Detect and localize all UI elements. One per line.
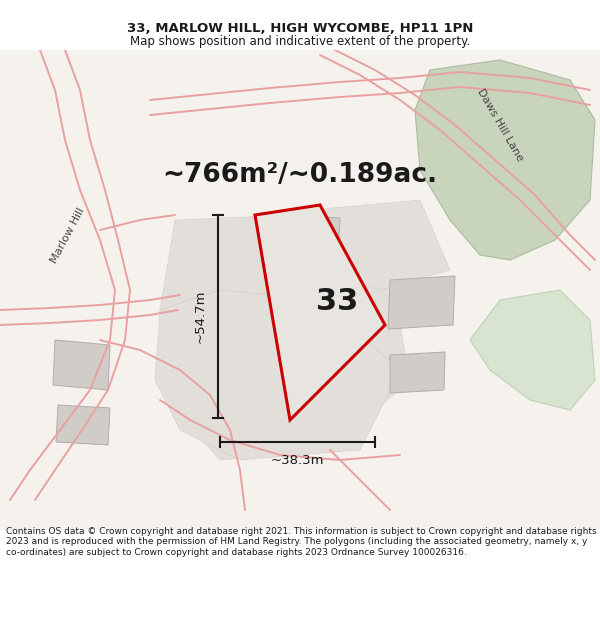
Text: 33: 33 — [316, 287, 359, 316]
Polygon shape — [160, 215, 410, 460]
Polygon shape — [288, 215, 340, 250]
Polygon shape — [56, 405, 110, 445]
Polygon shape — [155, 290, 400, 460]
Polygon shape — [53, 340, 110, 390]
Polygon shape — [290, 200, 450, 290]
Polygon shape — [388, 276, 455, 329]
Polygon shape — [390, 352, 445, 393]
Text: Contains OS data © Crown copyright and database right 2021. This information is : Contains OS data © Crown copyright and d… — [6, 527, 596, 557]
Text: 33, MARLOW HILL, HIGH WYCOMBE, HP11 1PN: 33, MARLOW HILL, HIGH WYCOMBE, HP11 1PN — [127, 22, 473, 36]
Text: Marlow Hill: Marlow Hill — [49, 206, 87, 264]
Polygon shape — [255, 205, 385, 420]
Text: ~54.7m: ~54.7m — [193, 290, 206, 343]
Text: ~38.3m: ~38.3m — [271, 454, 324, 466]
Polygon shape — [470, 290, 595, 410]
Text: Map shows position and indicative extent of the property.: Map shows position and indicative extent… — [130, 35, 470, 48]
Text: Daws Hill Lane: Daws Hill Lane — [475, 87, 525, 163]
Polygon shape — [415, 60, 595, 260]
Text: ~766m²/~0.189ac.: ~766m²/~0.189ac. — [163, 162, 437, 188]
